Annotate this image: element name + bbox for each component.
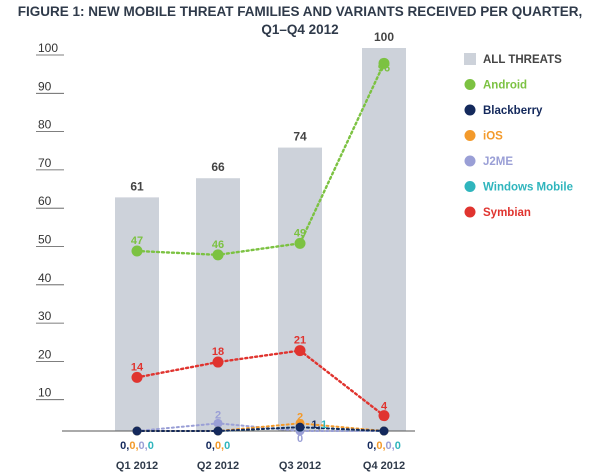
y-tick-label-50: 50 bbox=[38, 233, 52, 247]
bar-total-label-q2-2012: 66 bbox=[211, 160, 225, 174]
marker-symbian-q1-2012 bbox=[131, 371, 143, 383]
line-symbian bbox=[135, 349, 386, 417]
marker-blackberry-q4-2012 bbox=[379, 426, 389, 436]
zero-values-label-q1-2012: 0,0,0,0 bbox=[120, 440, 154, 452]
legend: ALL THREATS Android Blackberry iOS J2ME Windo… bbox=[464, 53, 573, 219]
point-label-symbian-q4-2012: 4 bbox=[381, 401, 388, 413]
zero-value-part: 0 bbox=[224, 440, 230, 452]
legend-marker-blackberry bbox=[464, 104, 476, 116]
chart-title-line-2: Q1–Q4 2012 bbox=[261, 22, 338, 37]
point-label-ios-q3-2012: 2 bbox=[297, 411, 303, 423]
legend-marker-windows-mobile bbox=[464, 181, 476, 192]
legend-marker-j2me bbox=[464, 155, 476, 167]
marker-android-q2-2012 bbox=[212, 249, 224, 261]
point-label-j2me-q2-2012: 2 bbox=[215, 409, 221, 421]
zero-values-label-q4-2012: 0,0,0,0 bbox=[367, 440, 401, 452]
marker-symbian-q3-2012 bbox=[294, 345, 306, 357]
marker-symbian-q2-2012 bbox=[212, 356, 224, 368]
bar-q1-2012 bbox=[115, 197, 159, 431]
zero-values-label-q2-2012: 0,0,0 bbox=[206, 440, 231, 452]
y-tick-label-90: 90 bbox=[38, 79, 52, 93]
x-tick-label-q3-2012: Q3 2012 bbox=[279, 460, 321, 472]
legend-label-symbian: Symbian bbox=[483, 207, 531, 219]
legend-swatch-all-threats bbox=[464, 53, 476, 65]
bar-total-label-q3-2012: 74 bbox=[293, 130, 307, 144]
legend-label-all-threats: ALL THREATS bbox=[483, 54, 562, 66]
marker-blackberry-q2-2012 bbox=[213, 426, 223, 436]
legend-marker-symbian bbox=[464, 206, 476, 218]
y-tick-label-30: 30 bbox=[38, 309, 52, 323]
bar-q3-2012 bbox=[278, 147, 322, 431]
x-tick-label-q2-2012: Q2 2012 bbox=[197, 460, 239, 472]
zero-value-part: 0, bbox=[206, 440, 215, 452]
y-tick-label-20: 20 bbox=[38, 347, 52, 361]
legend-label-windows-mobile: Windows Mobile bbox=[483, 182, 573, 194]
point-label-j2me-q3-2012: 0 bbox=[297, 433, 303, 445]
point-label-windows-mobile-q3-2012: 1 bbox=[321, 419, 327, 431]
zero-value-part: 0, bbox=[376, 440, 385, 452]
marker-blackberry-q3-2012 bbox=[295, 422, 305, 432]
zero-value-part: 0, bbox=[386, 440, 395, 452]
legend-label-j2me: J2ME bbox=[483, 156, 513, 168]
zero-value-part: 0 bbox=[148, 440, 154, 452]
y-tick-label-60: 60 bbox=[38, 194, 52, 208]
zero-value-part: 0 bbox=[395, 440, 401, 452]
point-label-symbian-q2-2012: 18 bbox=[212, 346, 224, 358]
marker-android-q1-2012 bbox=[131, 245, 143, 257]
bar-total-label-q4-2012: 100 bbox=[374, 30, 394, 44]
zero-value-part: 0, bbox=[215, 440, 224, 452]
bar-total-label-q1-2012: 61 bbox=[130, 179, 144, 193]
x-axis: Q1 2012 Q2 2012 Q3 2012 Q4 2012 bbox=[116, 460, 405, 472]
y-axis: 10 20 30 40 50 60 70 80 90 100 bbox=[36, 41, 64, 401]
marker-symbian-q4-2012 bbox=[378, 410, 390, 422]
x-tick-label-q1-2012: Q1 2012 bbox=[116, 460, 158, 472]
series-lines bbox=[131, 57, 390, 436]
point-label-android-q1-2012: 47 bbox=[131, 235, 143, 247]
marker-android-q3-2012 bbox=[294, 237, 306, 249]
marker-j2me-q2-2012 bbox=[213, 418, 223, 428]
y-tick-label-10: 10 bbox=[38, 386, 52, 400]
legend-label-ios: iOS bbox=[483, 131, 503, 143]
legend-marker-android bbox=[464, 79, 476, 90]
y-tick-label-70: 70 bbox=[38, 156, 52, 170]
bar-q2-2012 bbox=[196, 178, 240, 431]
legend-label-blackberry: Blackberry bbox=[483, 105, 543, 117]
zero-value-part: 0, bbox=[367, 440, 376, 452]
zero-value-part: 0, bbox=[120, 440, 129, 452]
y-tick-label-80: 80 bbox=[38, 118, 52, 132]
zero-value-part: 0, bbox=[139, 440, 148, 452]
y-tick-label-100: 100 bbox=[38, 41, 58, 55]
y-tick-label-40: 40 bbox=[38, 271, 52, 285]
point-label-blackberry-q3-2012: 1, bbox=[311, 419, 320, 431]
chart-title-line-1: FIGURE 1: NEW MOBILE THREAT FAMILIES AND… bbox=[18, 4, 583, 19]
point-label-symbian-q1-2012: 14 bbox=[131, 361, 144, 373]
marker-android-q4-2012 bbox=[378, 57, 390, 69]
bar-q4-2012 bbox=[362, 48, 406, 431]
line-android bbox=[135, 62, 386, 257]
point-label-android-q2-2012: 46 bbox=[212, 239, 224, 251]
line-blackberry bbox=[136, 426, 385, 432]
point-label-android-q3-2012: 49 bbox=[294, 227, 306, 239]
x-tick-label-q4-2012: Q4 2012 bbox=[363, 460, 405, 472]
point-label-android-q4-2012: 96 bbox=[378, 62, 390, 74]
point-label-symbian-q3-2012: 21 bbox=[294, 335, 306, 347]
zero-value-part: 0, bbox=[129, 440, 138, 452]
bars-all-threats bbox=[62, 48, 415, 432]
marker-blackberry-q1-2012 bbox=[132, 426, 142, 436]
legend-marker-ios bbox=[464, 130, 476, 141]
legend-label-android: Android bbox=[483, 80, 527, 92]
